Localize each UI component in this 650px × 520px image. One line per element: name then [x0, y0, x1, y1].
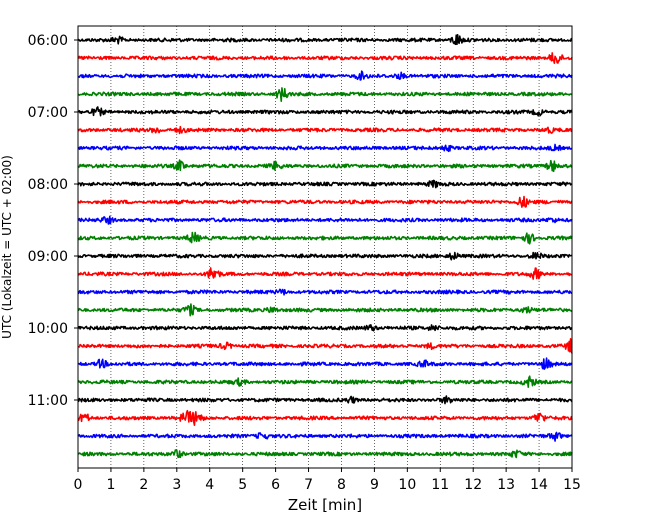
x-tick-label: 7 [304, 477, 313, 493]
y-tick-label: 10:00 [28, 321, 68, 337]
trace-0600 [77, 34, 573, 46]
x-tick-label: 3 [172, 477, 181, 493]
trace-1145 [77, 449, 573, 459]
trace-1115 [77, 409, 573, 426]
trace-1100 [77, 395, 573, 405]
trace-0630 [77, 70, 573, 81]
x-tick-label: 8 [337, 477, 346, 493]
trace-0745 [77, 159, 573, 173]
x-tick-label: 15 [563, 477, 581, 493]
trace-0615 [77, 52, 573, 65]
trace-0715 [77, 125, 573, 135]
trace-0730 [77, 143, 573, 153]
x-tick-label: 14 [530, 477, 548, 493]
trace-0800 [77, 179, 573, 189]
x-tick-label: 11 [431, 477, 449, 493]
x-tick-label: 1 [106, 477, 115, 493]
y-tick-label: 06:00 [28, 33, 68, 49]
trace-0930 [77, 288, 573, 296]
y-axis-label: UTC (Lokalzeit = UTC + 02:00) [0, 155, 14, 339]
trace-1015 [77, 337, 573, 354]
x-tick-label: 6 [271, 477, 280, 493]
x-tick-label: 2 [139, 477, 148, 493]
y-tick-label: 07:00 [28, 105, 68, 121]
x-axis-ticks: 0 1 2 3 4 5 6 7 8 9 10 11 12 13 14 15 [74, 468, 581, 493]
trace-1030 [77, 357, 573, 370]
seismic-traces [77, 34, 573, 459]
trace-0945 [77, 303, 573, 317]
y-tick-label: 09:00 [28, 249, 68, 265]
x-tick-label: 13 [497, 477, 515, 493]
x-axis-label: Zeit [min] [288, 496, 362, 514]
x-tick-label: 0 [74, 477, 83, 493]
trace-0700 [77, 106, 573, 117]
trace-0845 [77, 231, 573, 245]
y-tick-label: 08:00 [28, 177, 68, 193]
trace-1045 [77, 375, 573, 388]
trace-0645 [77, 87, 573, 102]
trace-0900 [77, 251, 573, 261]
x-tick-label: 12 [464, 477, 482, 493]
x-tick-label: 4 [205, 477, 214, 493]
x-tick-label: 5 [238, 477, 247, 493]
y-tick-label: 11:00 [28, 393, 68, 409]
trace-0815 [77, 195, 573, 208]
y-axis-ticks: 06:00 07:00 08:00 09:00 10:00 11:00 [28, 33, 78, 409]
trace-0830 [77, 215, 573, 225]
trace-0915 [77, 267, 573, 280]
plot-area-frame [77, 25, 573, 469]
x-tick-label: 9 [370, 477, 379, 493]
trace-1130 [77, 431, 573, 442]
trace-1000 [77, 324, 573, 332]
x-tick-label: 10 [398, 477, 416, 493]
